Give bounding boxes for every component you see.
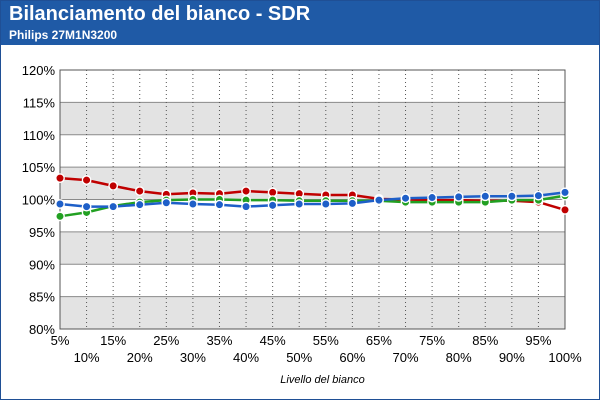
x-tick-label: 35% xyxy=(206,333,232,348)
x-tick-label: 60% xyxy=(339,350,365,365)
series-point xyxy=(480,191,491,202)
x-tick-label: 100% xyxy=(548,350,582,365)
series-point xyxy=(81,201,92,212)
series-point xyxy=(55,199,65,209)
series-point xyxy=(241,201,251,212)
series-point xyxy=(187,199,198,209)
series-point xyxy=(400,193,411,204)
series-point xyxy=(453,192,464,202)
x-tick-label: 95% xyxy=(525,333,551,348)
series-point xyxy=(108,201,119,212)
plot-band xyxy=(60,296,565,329)
series-point xyxy=(320,199,331,209)
y-tick-label: 105% xyxy=(22,160,56,175)
chart-title: Bilanciamento del bianco - SDR xyxy=(9,3,311,25)
series-point xyxy=(55,173,65,184)
plot-band xyxy=(60,231,565,265)
x-tick-label: 15% xyxy=(100,333,126,348)
series-point xyxy=(506,191,517,202)
series-point xyxy=(347,198,358,209)
series-point xyxy=(533,190,544,201)
x-tick-label: 40% xyxy=(233,350,259,365)
x-axis-label: Livello del bianco xyxy=(280,374,364,386)
y-tick-label: 110% xyxy=(23,128,56,143)
series-point xyxy=(241,186,251,196)
x-tick-label: 20% xyxy=(127,350,153,365)
series-point xyxy=(427,192,438,203)
x-tick-label: 25% xyxy=(153,333,179,348)
x-tick-label: 75% xyxy=(419,333,445,348)
y-tick-label: 90% xyxy=(29,257,55,272)
y-tick-label: 100% xyxy=(22,193,56,208)
series-point xyxy=(108,181,119,191)
y-tick-label: 85% xyxy=(29,290,55,305)
x-tick-label: 55% xyxy=(313,333,339,348)
series-point xyxy=(267,200,278,211)
series-point xyxy=(294,199,305,209)
chart-subtitle: Philips 27M1N3200 xyxy=(9,28,118,42)
series-point xyxy=(81,175,92,185)
x-tick-label: 45% xyxy=(260,333,286,348)
series-point xyxy=(560,204,570,215)
x-tick-label: 10% xyxy=(74,350,100,365)
x-tick-label: 90% xyxy=(499,350,525,365)
series-point xyxy=(214,199,225,210)
series-point xyxy=(134,199,145,210)
series-point xyxy=(134,186,145,196)
x-tick-label: 85% xyxy=(472,333,498,348)
x-tick-label: 65% xyxy=(366,333,392,348)
series-point xyxy=(374,195,384,206)
y-tick-label: 115% xyxy=(23,95,56,110)
x-tick-label: 50% xyxy=(286,350,312,365)
y-tick-label: 95% xyxy=(29,225,55,240)
x-tick-label: 70% xyxy=(393,350,419,365)
y-tick-label: 120% xyxy=(22,63,56,78)
y-tick-label: 80% xyxy=(29,322,55,337)
x-tick-label: 80% xyxy=(446,350,472,365)
series-point xyxy=(161,197,172,208)
series-point xyxy=(560,187,570,198)
chart-header: Bilanciamento del bianco - SDR Philips 2… xyxy=(1,1,599,45)
plot-band xyxy=(60,102,565,135)
x-tick-label: 5% xyxy=(51,333,70,348)
x-tick-label: 30% xyxy=(180,350,206,365)
series-point xyxy=(55,211,65,222)
